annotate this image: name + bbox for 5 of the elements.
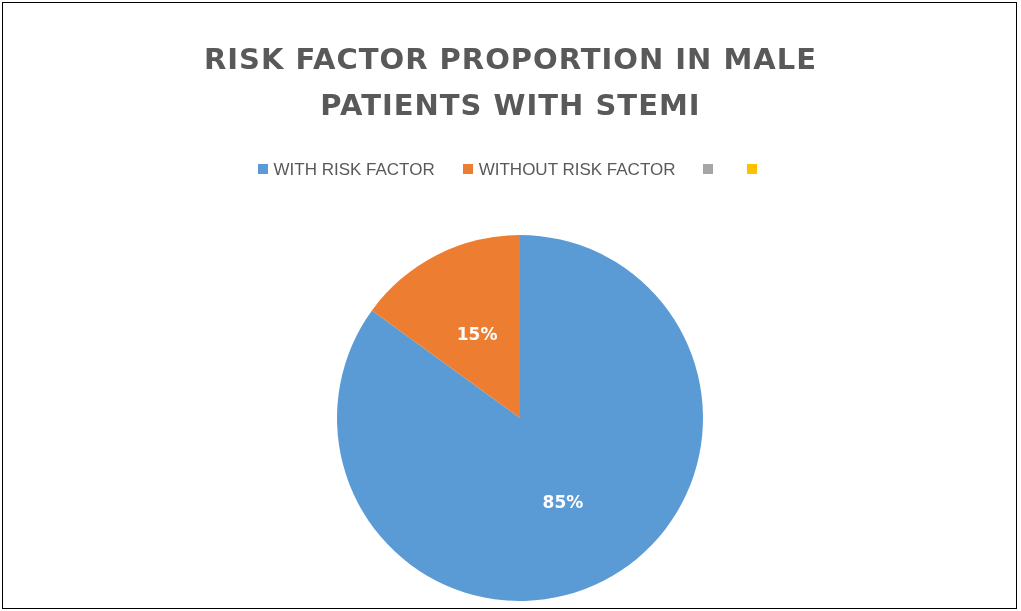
legend-label: WITH RISK FACTOR bbox=[272, 160, 435, 180]
chart-title: RISK FACTOR PROPORTION IN MALE PATIENTS WITH STEMI bbox=[202, 41, 819, 124]
legend-label: WITHOUT RISK FACTOR bbox=[477, 160, 676, 180]
data-label: 85% bbox=[542, 492, 584, 513]
data-label: 15% bbox=[456, 323, 498, 344]
